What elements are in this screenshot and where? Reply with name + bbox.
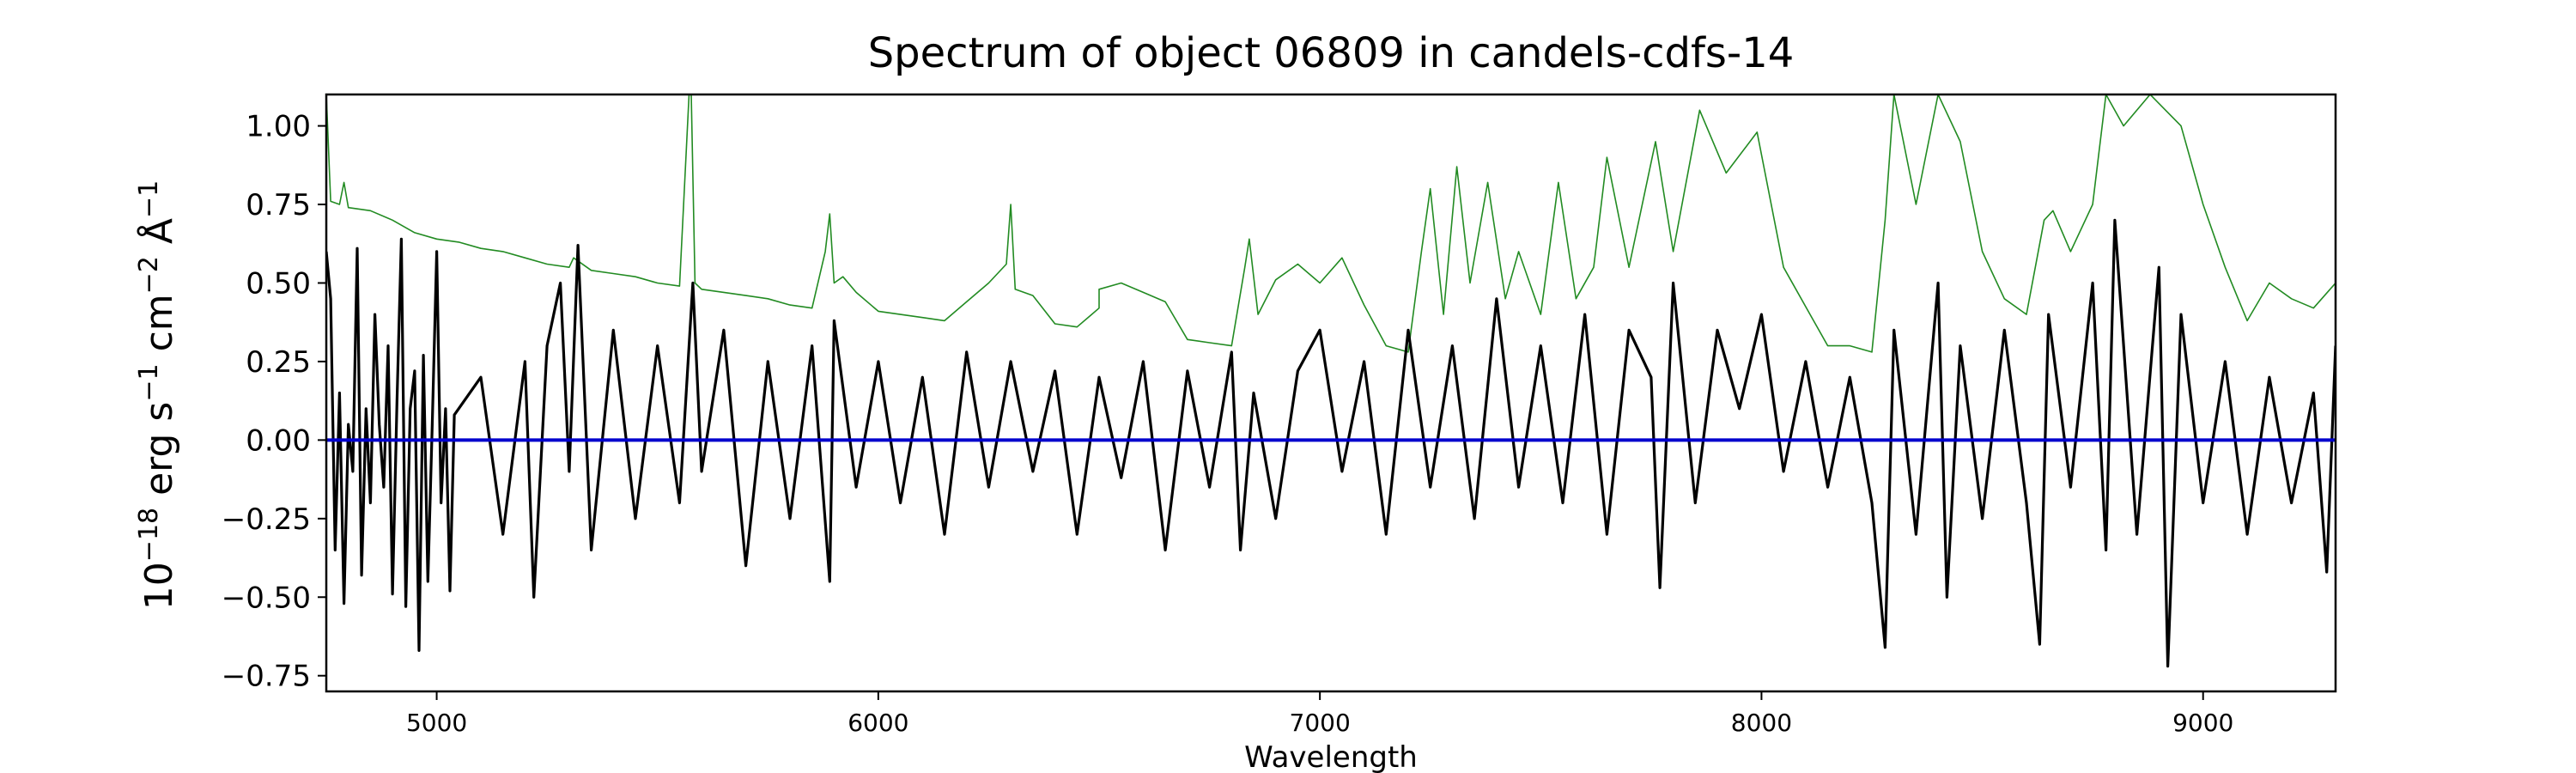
y-tick-label: −0.25 xyxy=(222,502,311,537)
x-tick-label: 8000 xyxy=(1731,709,1792,737)
plot-area xyxy=(326,94,2336,668)
y-axis-label: 10−18 erg s−1 cm−2 Å−1 xyxy=(134,180,182,610)
y-tick-label: −0.75 xyxy=(222,660,311,694)
x-tick-label: 9000 xyxy=(2172,709,2233,737)
plot-frame xyxy=(325,93,2337,693)
y-tick-label: 0.00 xyxy=(246,423,311,458)
y-label-unit-3: Å xyxy=(136,218,181,256)
y-tick-label: 0.75 xyxy=(246,188,311,222)
y-label-unit-1-exp: −1 xyxy=(134,363,164,401)
x-axis-ticks: 5000 6000 7000 8000 9000 xyxy=(406,691,2233,737)
chart-title: Spectrum of object 06809 in candels-cdfs… xyxy=(868,29,1795,77)
y-tick-label: −0.50 xyxy=(222,581,311,615)
y-axis-ticks: −0.75 −0.50 −0.25 0.00 0.25 0.50 0.75 1.00 xyxy=(222,110,326,694)
x-tick-label: 7000 xyxy=(1290,709,1351,737)
y-label-unit-2-exp: −2 xyxy=(134,256,164,294)
y-label-unit-2: cm xyxy=(137,294,181,363)
y-label-unit-1: erg s xyxy=(137,402,181,508)
x-tick-label: 5000 xyxy=(406,709,467,737)
y-tick-label: 0.50 xyxy=(246,266,311,301)
error-series-line xyxy=(326,94,2336,353)
flux-series-line xyxy=(326,218,2336,668)
y-label-prefix: 10 xyxy=(137,562,181,610)
x-tick-label: 6000 xyxy=(848,709,908,737)
y-label-exp: −18 xyxy=(134,508,164,562)
x-axis-label: Wavelength xyxy=(1244,740,1418,773)
y-tick-label: 0.25 xyxy=(246,345,311,380)
y-tick-label: 1.00 xyxy=(246,110,311,144)
y-label-unit-3-exp: −1 xyxy=(134,180,164,218)
